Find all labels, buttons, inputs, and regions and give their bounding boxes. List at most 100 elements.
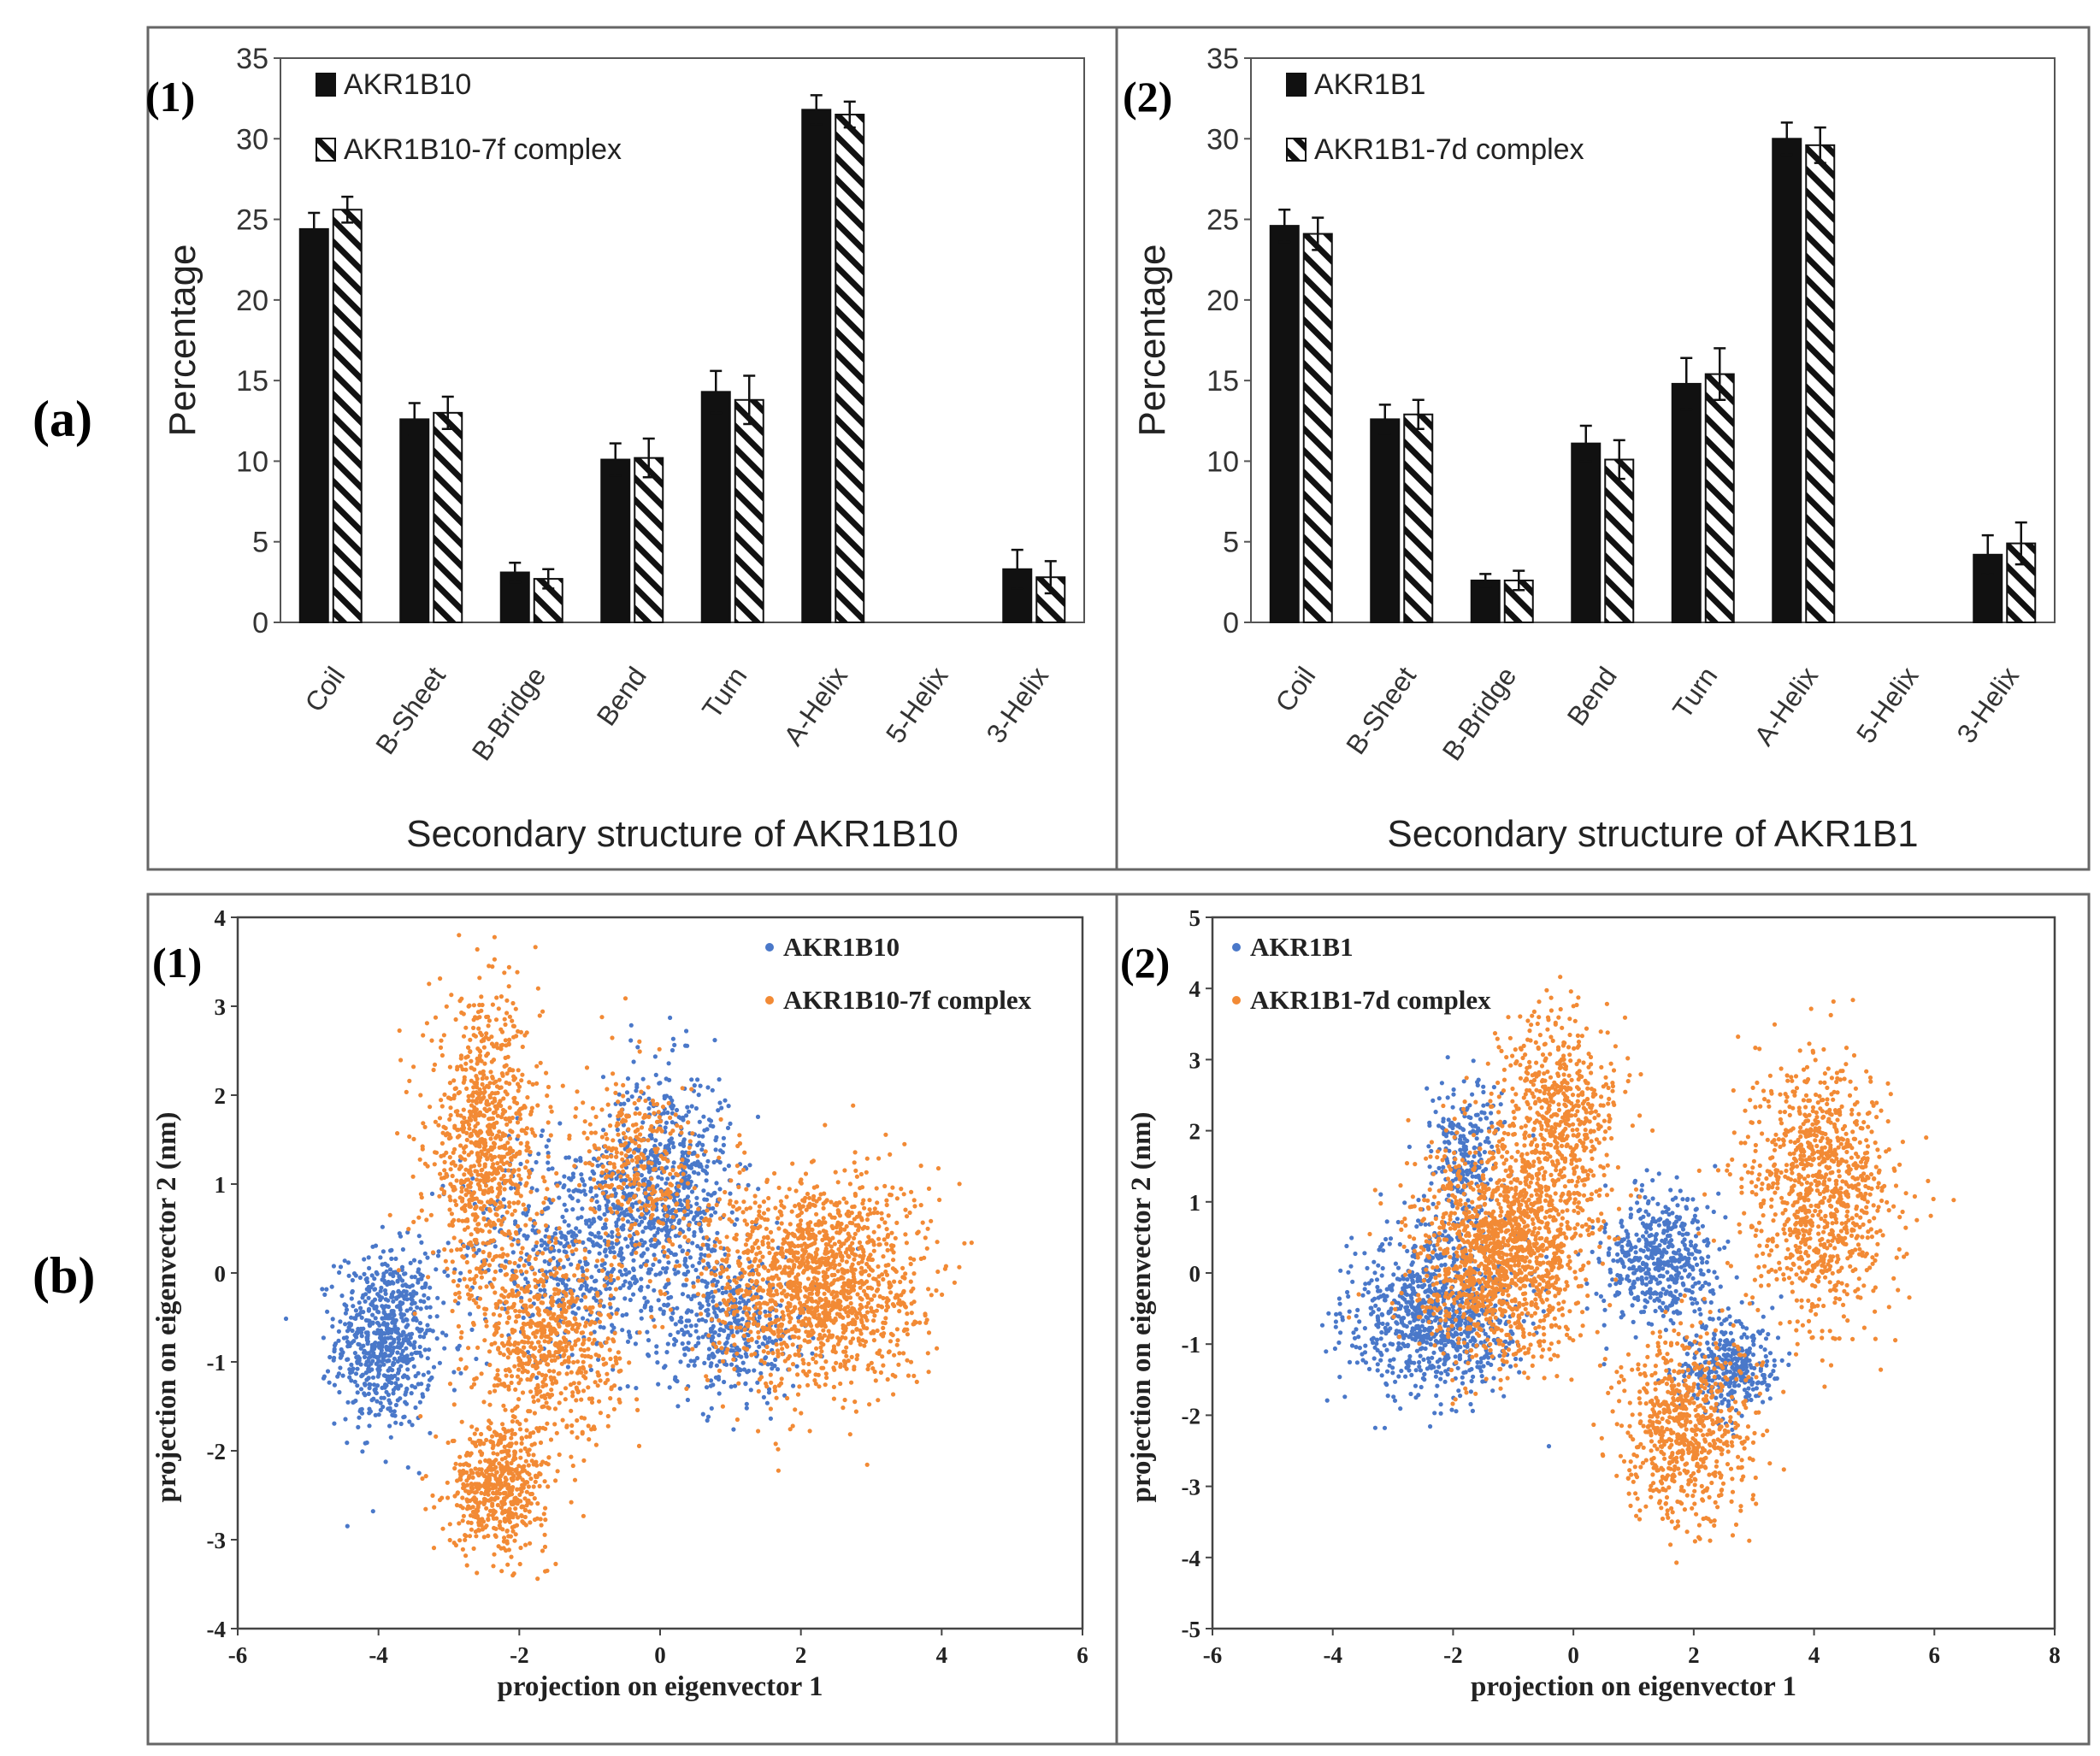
scatter-point <box>897 1351 902 1356</box>
scatter-point <box>507 1068 513 1073</box>
scatter-point <box>702 1128 707 1133</box>
scatter-point <box>458 1357 463 1362</box>
scatter-point <box>439 1104 445 1109</box>
scatter-point <box>495 1090 500 1095</box>
scatter-point <box>509 1380 514 1386</box>
scatter-point <box>507 1369 512 1374</box>
scatter-point <box>807 1429 812 1434</box>
scatter-point <box>508 1235 514 1240</box>
scatter-point <box>533 1479 538 1484</box>
scatter-point <box>337 1389 342 1395</box>
scatter-point <box>510 1023 516 1028</box>
scatter-point <box>685 1212 690 1217</box>
scatter-point <box>417 1321 423 1326</box>
scatter-point <box>353 1273 358 1278</box>
scatter-point <box>622 1296 628 1301</box>
scatter-point <box>592 1156 597 1161</box>
scatter-point <box>389 1292 394 1297</box>
bar-complex <box>1302 233 1333 623</box>
scatter-point <box>577 1229 582 1235</box>
scatter-point <box>718 1327 723 1332</box>
scatter-point <box>553 1236 558 1241</box>
scatter-point <box>799 1218 804 1223</box>
scatter-point <box>723 1286 729 1291</box>
bar-apo <box>600 458 631 623</box>
scatter-point <box>883 1132 888 1137</box>
scatter-point <box>587 1396 593 1401</box>
scatter-point <box>468 1134 473 1139</box>
scatter-point <box>726 1164 732 1169</box>
scatter-point <box>469 1058 474 1064</box>
scatter-point <box>640 1076 646 1081</box>
scatter-point <box>380 1316 385 1321</box>
y-axis-label: Percentage <box>1131 244 1173 436</box>
scatter-point <box>450 1259 455 1264</box>
scatter-point <box>700 1142 705 1147</box>
scatter-point <box>634 1085 640 1090</box>
scatter-point <box>517 1112 522 1117</box>
scatter-point <box>495 1502 501 1508</box>
scatter-point <box>655 1230 660 1235</box>
scatter-point <box>495 1368 500 1373</box>
scatter-point <box>539 1133 544 1139</box>
scatter-point <box>372 1287 377 1292</box>
scatter-point <box>482 1152 487 1158</box>
scatter-point <box>453 1016 458 1022</box>
scatter-point <box>586 1353 591 1358</box>
scatter-point <box>523 1308 528 1313</box>
scatter-point <box>575 1265 581 1270</box>
scatter-point <box>421 1033 426 1038</box>
scatter-point <box>490 1503 495 1508</box>
scatter-point <box>513 1387 518 1392</box>
scatter-point <box>359 1315 364 1320</box>
scatter-point <box>357 1300 362 1305</box>
scatter-point <box>532 1411 538 1416</box>
scatter-point <box>518 1029 524 1034</box>
scatter-point <box>589 1320 594 1325</box>
scatter-point <box>511 1034 516 1040</box>
scatter-point <box>508 1534 514 1539</box>
scatter-point <box>356 1354 361 1359</box>
scatter-point <box>506 1168 511 1173</box>
scatter-point <box>403 1392 408 1397</box>
x-axis-label: Secondary structure of AKR1B1 <box>1387 813 1918 855</box>
scatter-point <box>472 1431 477 1436</box>
scatter-point <box>854 1174 860 1179</box>
scatter-point <box>374 1331 379 1336</box>
scatter-point <box>434 1267 439 1272</box>
scatter-point <box>694 1195 699 1200</box>
scatter-point <box>871 1229 876 1235</box>
scatter-point <box>608 1396 613 1401</box>
scatter-point <box>456 1128 461 1133</box>
scatter-point <box>844 1259 849 1264</box>
scatter-point <box>790 1342 795 1347</box>
scatter-point <box>516 1283 521 1288</box>
scatter-point <box>675 1329 681 1335</box>
y-tick-label: 30 <box>236 123 268 156</box>
scatter-point <box>766 1390 772 1395</box>
scatter-point <box>436 1249 441 1254</box>
scatter-point <box>325 1369 331 1374</box>
scatter-point <box>476 1247 481 1252</box>
scatter-point <box>706 1346 712 1352</box>
scatter-point <box>507 1260 512 1265</box>
scatter-point <box>637 1223 642 1228</box>
scatter-point <box>405 1367 410 1372</box>
scatter-point <box>553 1379 558 1384</box>
scatter-point <box>504 1373 509 1378</box>
scatter-point <box>512 1208 517 1213</box>
scatter-point <box>470 1212 475 1217</box>
scatter-point <box>543 1517 548 1523</box>
scatter-point <box>499 1569 504 1574</box>
scatter-point <box>623 1236 628 1241</box>
scatter-point <box>619 1272 625 1277</box>
scatter-point <box>628 1022 634 1028</box>
scatter-point <box>552 1369 557 1374</box>
scatter-point <box>929 1218 934 1223</box>
scatter-point <box>582 1294 588 1299</box>
scatter-point <box>371 1351 376 1356</box>
scatter-point <box>685 1043 690 1048</box>
scatter-point <box>588 1331 593 1336</box>
scatter-point <box>458 1270 463 1276</box>
scatter-point <box>358 1346 363 1351</box>
